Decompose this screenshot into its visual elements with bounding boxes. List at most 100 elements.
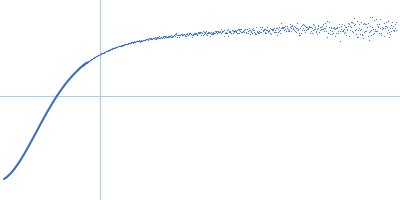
Point [262, 31, 268, 34]
Point [136, 39, 142, 42]
Point [378, 25, 385, 28]
Point [111, 46, 118, 49]
Point [233, 31, 240, 35]
Point [105, 49, 111, 52]
Point [314, 28, 320, 31]
Point [374, 23, 380, 26]
Point [220, 29, 226, 32]
Point [274, 27, 280, 30]
Point [325, 31, 331, 34]
Point [256, 25, 263, 28]
Point [253, 25, 259, 29]
Point [314, 24, 321, 27]
Point [341, 27, 348, 30]
Point [263, 28, 269, 31]
Point [308, 30, 314, 33]
Point [216, 31, 222, 34]
Point [90, 56, 96, 60]
Point [254, 31, 261, 35]
Point [196, 31, 202, 34]
Point [270, 27, 276, 30]
Point [166, 35, 172, 39]
Point [226, 29, 232, 33]
Point [244, 28, 250, 31]
Point [139, 39, 146, 43]
Point [212, 29, 219, 33]
Point [156, 34, 162, 37]
Point [390, 28, 397, 31]
Point [165, 34, 171, 38]
Point [138, 39, 144, 42]
Point [217, 31, 223, 34]
Point [332, 34, 338, 37]
Point [199, 31, 206, 34]
Point [240, 30, 247, 33]
Point [196, 30, 202, 33]
Point [133, 40, 140, 43]
Point [383, 21, 389, 24]
Point [330, 31, 336, 34]
Point [308, 25, 314, 28]
Point [292, 25, 298, 29]
Point [157, 35, 164, 39]
Point [202, 32, 208, 35]
Point [278, 26, 285, 29]
Point [170, 34, 176, 38]
Point [205, 32, 212, 35]
Point [188, 33, 195, 36]
Point [242, 28, 248, 31]
Point [371, 18, 378, 22]
Point [130, 40, 137, 43]
Point [254, 31, 260, 34]
Point [208, 32, 215, 35]
Point [246, 28, 252, 32]
Point [148, 37, 154, 40]
Point [350, 21, 356, 24]
Point [341, 32, 347, 35]
Point [326, 26, 332, 29]
Point [248, 31, 254, 34]
Point [144, 38, 150, 41]
Point [367, 24, 373, 27]
Point [218, 31, 224, 35]
Point [98, 52, 104, 55]
Point [240, 29, 246, 33]
Point [364, 25, 370, 28]
Point [135, 40, 141, 43]
Point [222, 31, 228, 34]
Point [96, 53, 102, 57]
Point [85, 60, 91, 63]
Point [304, 27, 311, 30]
Point [279, 26, 285, 29]
Point [312, 31, 319, 34]
Point [247, 28, 254, 31]
Point [380, 27, 386, 30]
Point [195, 32, 202, 35]
Point [109, 46, 116, 50]
Point [120, 43, 126, 46]
Point [360, 36, 366, 40]
Point [155, 36, 162, 39]
Point [327, 32, 334, 35]
Point [103, 50, 109, 53]
Point [291, 29, 298, 32]
Point [86, 59, 92, 62]
Point [224, 31, 230, 34]
Point [272, 30, 278, 33]
Point [107, 48, 113, 51]
Point [332, 27, 339, 30]
Point [160, 35, 167, 38]
Point [304, 28, 310, 31]
Point [304, 25, 310, 29]
Point [94, 54, 101, 57]
Point [106, 48, 112, 51]
Point [266, 29, 272, 33]
Point [79, 64, 86, 68]
Point [319, 25, 325, 28]
Point [142, 39, 148, 42]
Point [181, 33, 188, 37]
Point [266, 29, 273, 32]
Point [354, 29, 361, 32]
Point [106, 48, 113, 51]
Point [375, 25, 382, 28]
